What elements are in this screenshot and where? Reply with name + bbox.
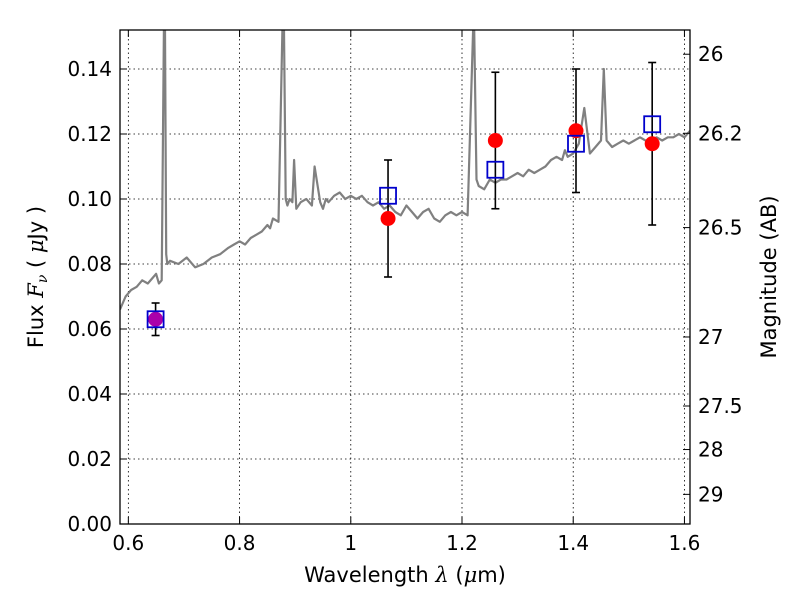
y-tick-label: 0.14 [67,57,112,81]
y-tick-label: 0.02 [67,447,112,471]
plot-frame [119,29,691,525]
model-point [379,186,397,205]
x-tick-label: 1.2 [446,531,478,555]
x-tick-label: 0.6 [112,531,144,555]
y-tick-label: 0.04 [67,382,112,406]
observed-point [148,311,164,327]
y-tick-label: 0.12 [67,122,112,146]
y2-tick-label: 26 [698,42,723,66]
x-tick-label: 1.4 [557,531,589,555]
y2-tick-label: 29 [698,482,723,506]
y-tick-label: 0.08 [67,252,112,276]
axes: 0.6 0.8 1 1.2 1.4 1.6 0.00 0.02 0.04 0.06 0.08 0.10… [67,30,743,555]
model-point [486,160,505,179]
observed-point [568,123,584,139]
y2-axis-title: Magnitude (AB) [757,195,781,358]
y2-tick-label: 27 [698,325,723,349]
y2-tick-label: 26.5 [698,216,743,240]
observed-point [644,136,660,152]
spectrum-line [120,30,690,310]
y-tick-label: 0.10 [67,187,112,211]
plot-content [120,30,690,337]
model-point [567,134,585,153]
y2-tick-label: 26.2 [698,121,743,145]
model-point [146,310,165,329]
model-point [643,115,662,134]
observed-point [380,211,396,226]
x-tick-label: 1 [344,531,357,555]
x-axis-title: Wavelength λ (μm) [304,563,506,587]
y2-tick-label: 27.5 [698,394,743,418]
x-tick-label: 1.6 [669,531,701,555]
y2-tick-label: 28 [698,438,723,462]
y-axis-title: Flux Fν ( μJy ) [24,206,51,348]
y-tick-label: 0.06 [67,317,112,341]
x-tick-label: 0.8 [224,531,256,555]
y-tick-label: 0.00 [67,512,112,536]
observed-point [487,133,503,148]
